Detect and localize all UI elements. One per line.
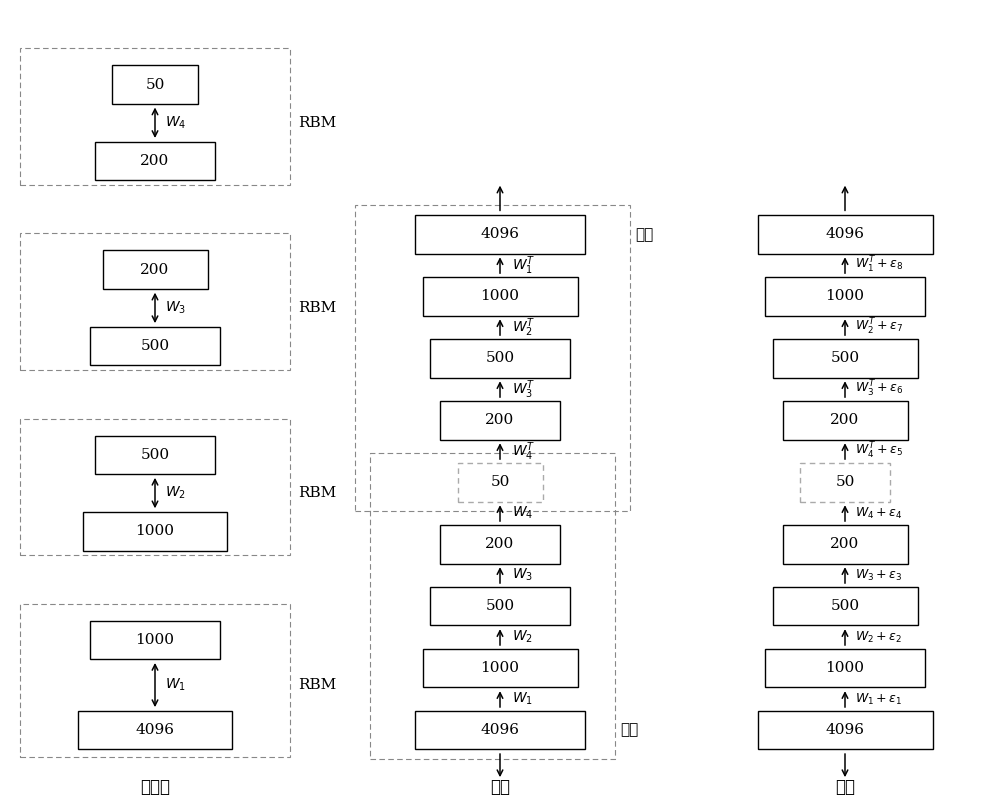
Bar [82, 512, 227, 551]
Text: $W_1^T+\varepsilon_8$: $W_1^T+\varepsilon_8$ [855, 255, 903, 275]
Text: $W_1^T$: $W_1^T$ [512, 254, 535, 277]
Text: 1000: 1000 [136, 633, 175, 647]
Text: 500: 500 [485, 351, 515, 365]
Bar [95, 142, 215, 180]
Text: $W_4^T$: $W_4^T$ [512, 440, 535, 463]
Text: 200: 200 [830, 537, 860, 551]
Bar [440, 401, 560, 440]
Bar [765, 649, 925, 687]
Text: 1000: 1000 [480, 661, 520, 675]
Bar [20, 419, 290, 555]
Text: $W_3^T$: $W_3^T$ [512, 378, 535, 401]
Bar [422, 649, 578, 687]
Text: $W_2$: $W_2$ [512, 629, 533, 646]
Text: $W_1$: $W_1$ [512, 691, 533, 708]
Bar [90, 621, 220, 659]
Text: 1000: 1000 [480, 289, 520, 303]
Bar [355, 205, 630, 511]
Text: $W_3$: $W_3$ [512, 567, 533, 584]
Text: RBM: RBM [298, 301, 336, 315]
Text: $W_3^T+\varepsilon_6$: $W_3^T+\varepsilon_6$ [855, 379, 903, 399]
Text: 展开: 展开 [490, 778, 510, 796]
Text: 200: 200 [140, 262, 170, 277]
Text: 200: 200 [485, 413, 515, 427]
Text: 1000: 1000 [826, 661, 864, 675]
Bar [772, 339, 918, 378]
Bar [415, 215, 585, 254]
Text: $W_3+\varepsilon_3$: $W_3+\varepsilon_3$ [855, 568, 902, 583]
Bar [782, 525, 908, 564]
Bar [20, 233, 290, 370]
Text: $W_4^T+\varepsilon_5$: $W_4^T+\varepsilon_5$ [855, 441, 903, 461]
Text: $W_2$: $W_2$ [165, 485, 186, 502]
Bar [95, 436, 215, 474]
Text: 200: 200 [485, 537, 515, 551]
Text: 200: 200 [830, 413, 860, 427]
Text: 500: 500 [485, 599, 515, 613]
Text: 微调: 微调 [835, 778, 855, 796]
Bar [800, 463, 890, 502]
Bar [415, 711, 585, 749]
Text: 预训练: 预训练 [140, 778, 170, 796]
Text: $W_2^T+\varepsilon_7$: $W_2^T+\varepsilon_7$ [855, 317, 903, 337]
Text: 1000: 1000 [136, 524, 175, 539]
Text: 解码: 解码 [635, 227, 653, 242]
Bar [758, 215, 932, 254]
Text: 500: 500 [830, 599, 860, 613]
Text: $W_3$: $W_3$ [165, 299, 186, 316]
Text: 50: 50 [145, 77, 165, 92]
Bar [90, 327, 220, 365]
Text: 4096: 4096 [480, 227, 520, 242]
Text: $W_4+\varepsilon_4$: $W_4+\varepsilon_4$ [855, 506, 902, 521]
Text: 4096: 4096 [480, 723, 520, 737]
Bar [430, 339, 570, 378]
Bar [422, 277, 578, 316]
Text: 编码: 编码 [620, 723, 638, 737]
Text: $W_2+\varepsilon_2$: $W_2+\varepsilon_2$ [855, 630, 902, 645]
Text: 50: 50 [835, 475, 855, 489]
Text: 200: 200 [140, 154, 170, 168]
Text: 4096: 4096 [136, 723, 175, 737]
Text: 1000: 1000 [826, 289, 864, 303]
Text: 500: 500 [140, 448, 170, 462]
Text: RBM: RBM [298, 486, 336, 500]
Text: $W_2^T$: $W_2^T$ [512, 316, 535, 339]
Text: 4096: 4096 [826, 227, 864, 242]
Bar [103, 250, 208, 289]
Bar [772, 587, 918, 625]
Bar [112, 65, 198, 104]
Bar [765, 277, 925, 316]
Bar [758, 711, 932, 749]
Text: $W_4$: $W_4$ [512, 505, 533, 522]
Bar [370, 453, 615, 759]
Text: 500: 500 [830, 351, 860, 365]
Bar [458, 463, 542, 502]
Text: $W_4$: $W_4$ [165, 114, 186, 131]
Text: 4096: 4096 [826, 723, 864, 737]
Text: RBM: RBM [298, 116, 336, 130]
Text: 500: 500 [140, 339, 170, 353]
Bar [782, 401, 908, 440]
Bar [20, 48, 290, 185]
Bar [20, 604, 290, 757]
Text: $W_1$: $W_1$ [165, 677, 186, 693]
Bar [78, 711, 232, 749]
Text: $W_1+\varepsilon_1$: $W_1+\varepsilon_1$ [855, 691, 902, 707]
Bar [440, 525, 560, 564]
Bar [430, 587, 570, 625]
Text: RBM: RBM [298, 678, 336, 692]
Text: 50: 50 [490, 475, 510, 489]
